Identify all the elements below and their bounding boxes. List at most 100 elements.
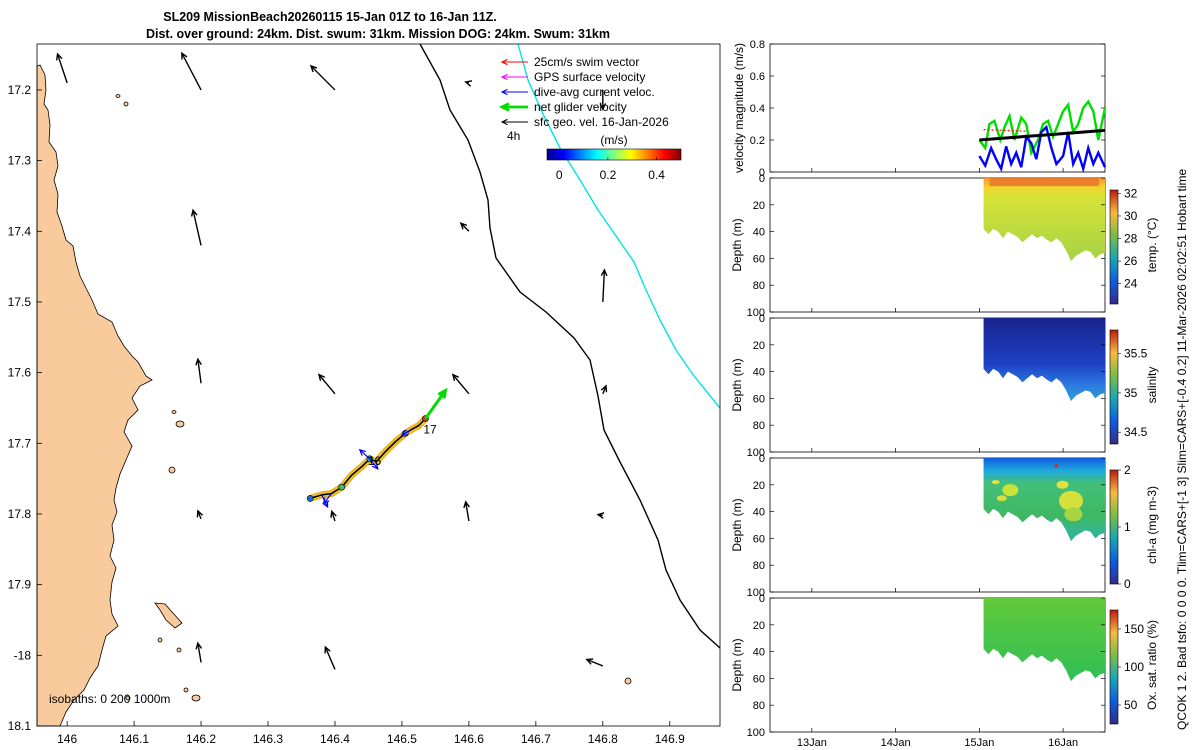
velocity-line-0 — [978, 99, 1107, 157]
legend-label: net glider velocity — [534, 100, 627, 114]
velocity-line-1 — [978, 124, 1107, 174]
geo-velocity-arrow — [196, 509, 204, 520]
velocity-line-2 — [979, 128, 1106, 142]
heatmap-colorbar-tick-label: 35 — [1124, 386, 1138, 400]
heatmap-ytick-label: 100 — [747, 727, 765, 739]
map-axes-box — [36, 43, 721, 727]
dive-marker — [306, 495, 314, 502]
heatmap-ytick-label: 80 — [753, 420, 765, 432]
island — [168, 466, 176, 474]
title-line2: Dist. over ground: 24km. Dist. swum: 31k… — [146, 27, 610, 41]
glider-track — [306, 387, 448, 509]
island — [157, 637, 163, 643]
heatmap-colorbar-label: chl-a (mg m-3) — [1145, 486, 1159, 564]
island — [624, 677, 632, 685]
velocity-ytick-label: 0.8 — [750, 39, 765, 51]
colorbar-tick-label: 0 — [556, 168, 563, 182]
geo-velocity-arrow — [195, 357, 202, 384]
heatmap-ytick-label: 40 — [753, 507, 765, 519]
heatmap-ytick-label: 80 — [753, 700, 765, 712]
heatmap-colorbar — [1109, 609, 1119, 725]
current-vector — [358, 448, 371, 460]
map-ytick-label: 17.7 — [8, 436, 32, 450]
isobath-legend-text: isobaths: 0 200 1000m — [49, 692, 170, 706]
heatmap-ytick-label: 0 — [759, 453, 765, 465]
velocity-ytick-label: 0.2 — [750, 135, 765, 147]
geo-velocity-arrow — [309, 64, 336, 91]
heatmap-colorbar-tick-label: 30 — [1124, 209, 1138, 223]
legend-note-4h: 4h — [507, 129, 520, 143]
colorbar-title: (m/s) — [600, 133, 627, 147]
heatmap-colorbar-tick-label: 1 — [1124, 520, 1131, 534]
current-vector — [369, 458, 379, 470]
legend-label: sfc geo. vel. 16-Jan-2026 — [534, 115, 669, 129]
heatmap-ytick-label: 20 — [753, 340, 765, 352]
heatmap-colorbar-tick-label: 0 — [1124, 577, 1131, 591]
map-ytick-label: 17.2 — [8, 83, 32, 97]
island — [171, 410, 177, 414]
heatmap-ytick-label: 80 — [753, 560, 765, 572]
chl-patch — [1064, 507, 1083, 522]
legend-arrow — [498, 102, 528, 112]
heatmap-colorbar-label: temp. (°C) — [1145, 218, 1159, 273]
geo-velocity-arrow — [324, 645, 336, 670]
side-caption: QCOK 1 2. Bad tsfo: 0 0 0 0. Tlim=CARS+[… — [1175, 169, 1189, 730]
title-line1: SL209 MissionBeach20260115 15-Jan 01Z to… — [163, 10, 497, 24]
map-xtick-label: 146.9 — [655, 732, 685, 746]
geo-velocity-arrow — [596, 512, 605, 519]
chl-patch — [1002, 484, 1019, 497]
island — [183, 687, 189, 693]
track-label-17: 17 — [423, 423, 437, 437]
heatmap-colorbar-label: salinity — [1145, 367, 1159, 404]
heatmap-ytick-label: 20 — [753, 620, 765, 632]
chl-patch — [991, 480, 1000, 485]
heatmap-field — [983, 318, 1105, 402]
heatmap-ytick-label: 0 — [759, 313, 765, 325]
map-ticks: 146 146.1 146.2 146.3 146.4 146.5 146.6 146.7 14… — [8, 83, 685, 746]
island — [115, 94, 121, 98]
island — [125, 695, 131, 701]
heatmap-colorbar-tick-label: 100 — [1124, 660, 1144, 674]
geo-velocity-arrow — [317, 373, 336, 395]
heatmap-ytick-label: 20 — [753, 480, 765, 492]
legend-label: dive-avg current veloc. — [534, 85, 655, 99]
coastline-land — [36, 64, 153, 727]
geo-velocity-vectors — [56, 51, 608, 670]
map-xtick-label: 146.5 — [387, 732, 417, 746]
legend-label: 25cm/s swim vector — [534, 55, 639, 69]
heatmap-colorbar-tick-label: 35.5 — [1124, 347, 1148, 361]
heatmap-colorbar — [1109, 189, 1119, 305]
isobath-200m — [419, 43, 721, 649]
map-ytick-label: 17.4 — [8, 224, 32, 238]
geo-velocity-arrow — [195, 641, 203, 663]
heatmap-colorbar-tick-label: 32 — [1124, 186, 1138, 200]
dive-marker — [338, 483, 345, 491]
colorbar-tick-label: 0.2 — [600, 168, 617, 182]
net-velocity-arrow — [424, 387, 448, 420]
heatmap-xtick-label: 13Jan — [797, 737, 827, 749]
heatmap-colorbar-tick-label: 2 — [1124, 463, 1131, 477]
map-ytick-label: 17.9 — [8, 578, 32, 592]
heatmap-ytick-label: 40 — [753, 227, 765, 239]
heatmap-colorbar-tick-label: 34.5 — [1124, 425, 1148, 439]
map-ytick-label: 18.1 — [8, 719, 32, 733]
geo-velocity-arrow — [600, 268, 608, 302]
geo-velocity-arrow — [190, 208, 202, 246]
map-xtick-label: 146.8 — [588, 732, 618, 746]
heatmap-xtick-label: 15Jan — [964, 737, 994, 749]
heatmap-colorbar — [1109, 329, 1119, 445]
map-ytick-label: 17.5 — [8, 295, 32, 309]
heatmap-colorbar-tick-label: 150 — [1124, 622, 1144, 636]
chl-max-dot — [1054, 464, 1059, 469]
heatmap-ylabel: Depth (m) — [730, 358, 744, 411]
heatmap-colorbar-tick-label: 24 — [1124, 277, 1138, 291]
heatmap-ytick-label: 40 — [753, 647, 765, 659]
geo-velocity-arrow — [600, 384, 608, 395]
heatmap-ylabel: Depth (m) — [730, 638, 744, 691]
heatmap-ytick-label: 60 — [753, 673, 765, 685]
current-vector — [400, 428, 413, 436]
geo-velocity-arrow — [56, 52, 68, 84]
velocity-yticks: 0 0.2 0.4 0.6 0.8 — [750, 39, 1105, 179]
geo-velocity-arrow — [330, 509, 337, 522]
map-xtick-label: 146.3 — [253, 732, 283, 746]
